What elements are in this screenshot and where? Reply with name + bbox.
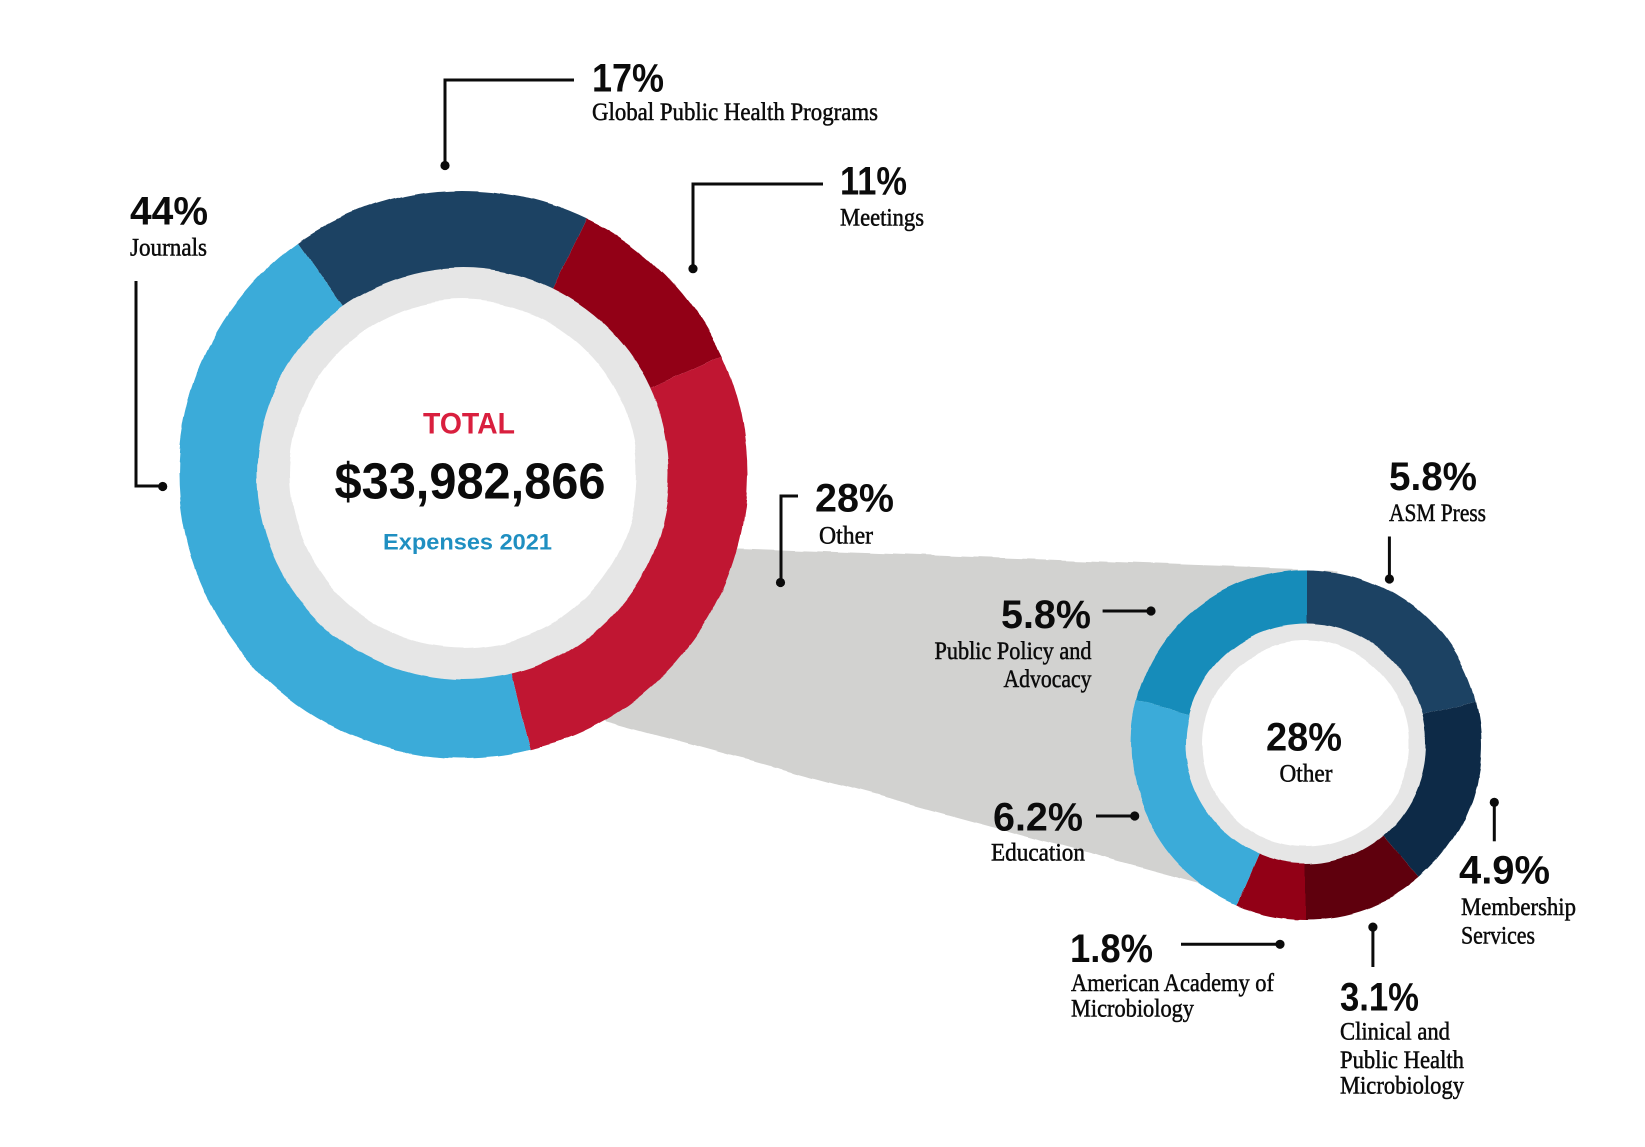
svg-text:Public Policy and: Public Policy and <box>935 636 1092 665</box>
svg-text:American Academy of: American Academy of <box>1071 968 1274 997</box>
svg-text:28%: 28% <box>815 477 894 521</box>
svg-text:Meetings: Meetings <box>840 203 924 232</box>
svg-text:4.9%: 4.9% <box>1459 849 1550 893</box>
svg-text:1.8%: 1.8% <box>1070 927 1153 971</box>
svg-text:$33,982,866: $33,982,866 <box>335 453 606 510</box>
svg-text:6.2%: 6.2% <box>993 796 1083 840</box>
svg-text:28%: 28% <box>1266 716 1342 760</box>
svg-text:Global Public Health Programs: Global Public Health Programs <box>592 97 878 126</box>
svg-text:Other: Other <box>1280 759 1333 788</box>
svg-text:Expenses 2021: Expenses 2021 <box>383 530 552 555</box>
svg-text:Other: Other <box>819 521 873 550</box>
svg-text:TOTAL: TOTAL <box>423 408 515 441</box>
svg-text:5.8%: 5.8% <box>1389 455 1477 499</box>
svg-text:Public Health: Public Health <box>1340 1045 1464 1074</box>
svg-text:11%: 11% <box>840 160 907 204</box>
svg-text:ASM Press: ASM Press <box>1389 498 1486 527</box>
svg-text:44%: 44% <box>130 190 208 234</box>
svg-text:5.8%: 5.8% <box>1001 593 1091 637</box>
svg-text:Microbiology: Microbiology <box>1071 994 1194 1023</box>
svg-text:Advocacy: Advocacy <box>1004 664 1092 693</box>
svg-text:Membership: Membership <box>1461 892 1576 921</box>
svg-text:Clinical and: Clinical and <box>1340 1017 1450 1046</box>
svg-text:Services: Services <box>1461 921 1535 950</box>
svg-text:17%: 17% <box>592 56 664 100</box>
svg-text:Education: Education <box>991 837 1085 866</box>
svg-text:Journals: Journals <box>130 232 207 261</box>
svg-text:3.1%: 3.1% <box>1340 976 1419 1020</box>
svg-text:Microbiology: Microbiology <box>1340 1071 1464 1100</box>
